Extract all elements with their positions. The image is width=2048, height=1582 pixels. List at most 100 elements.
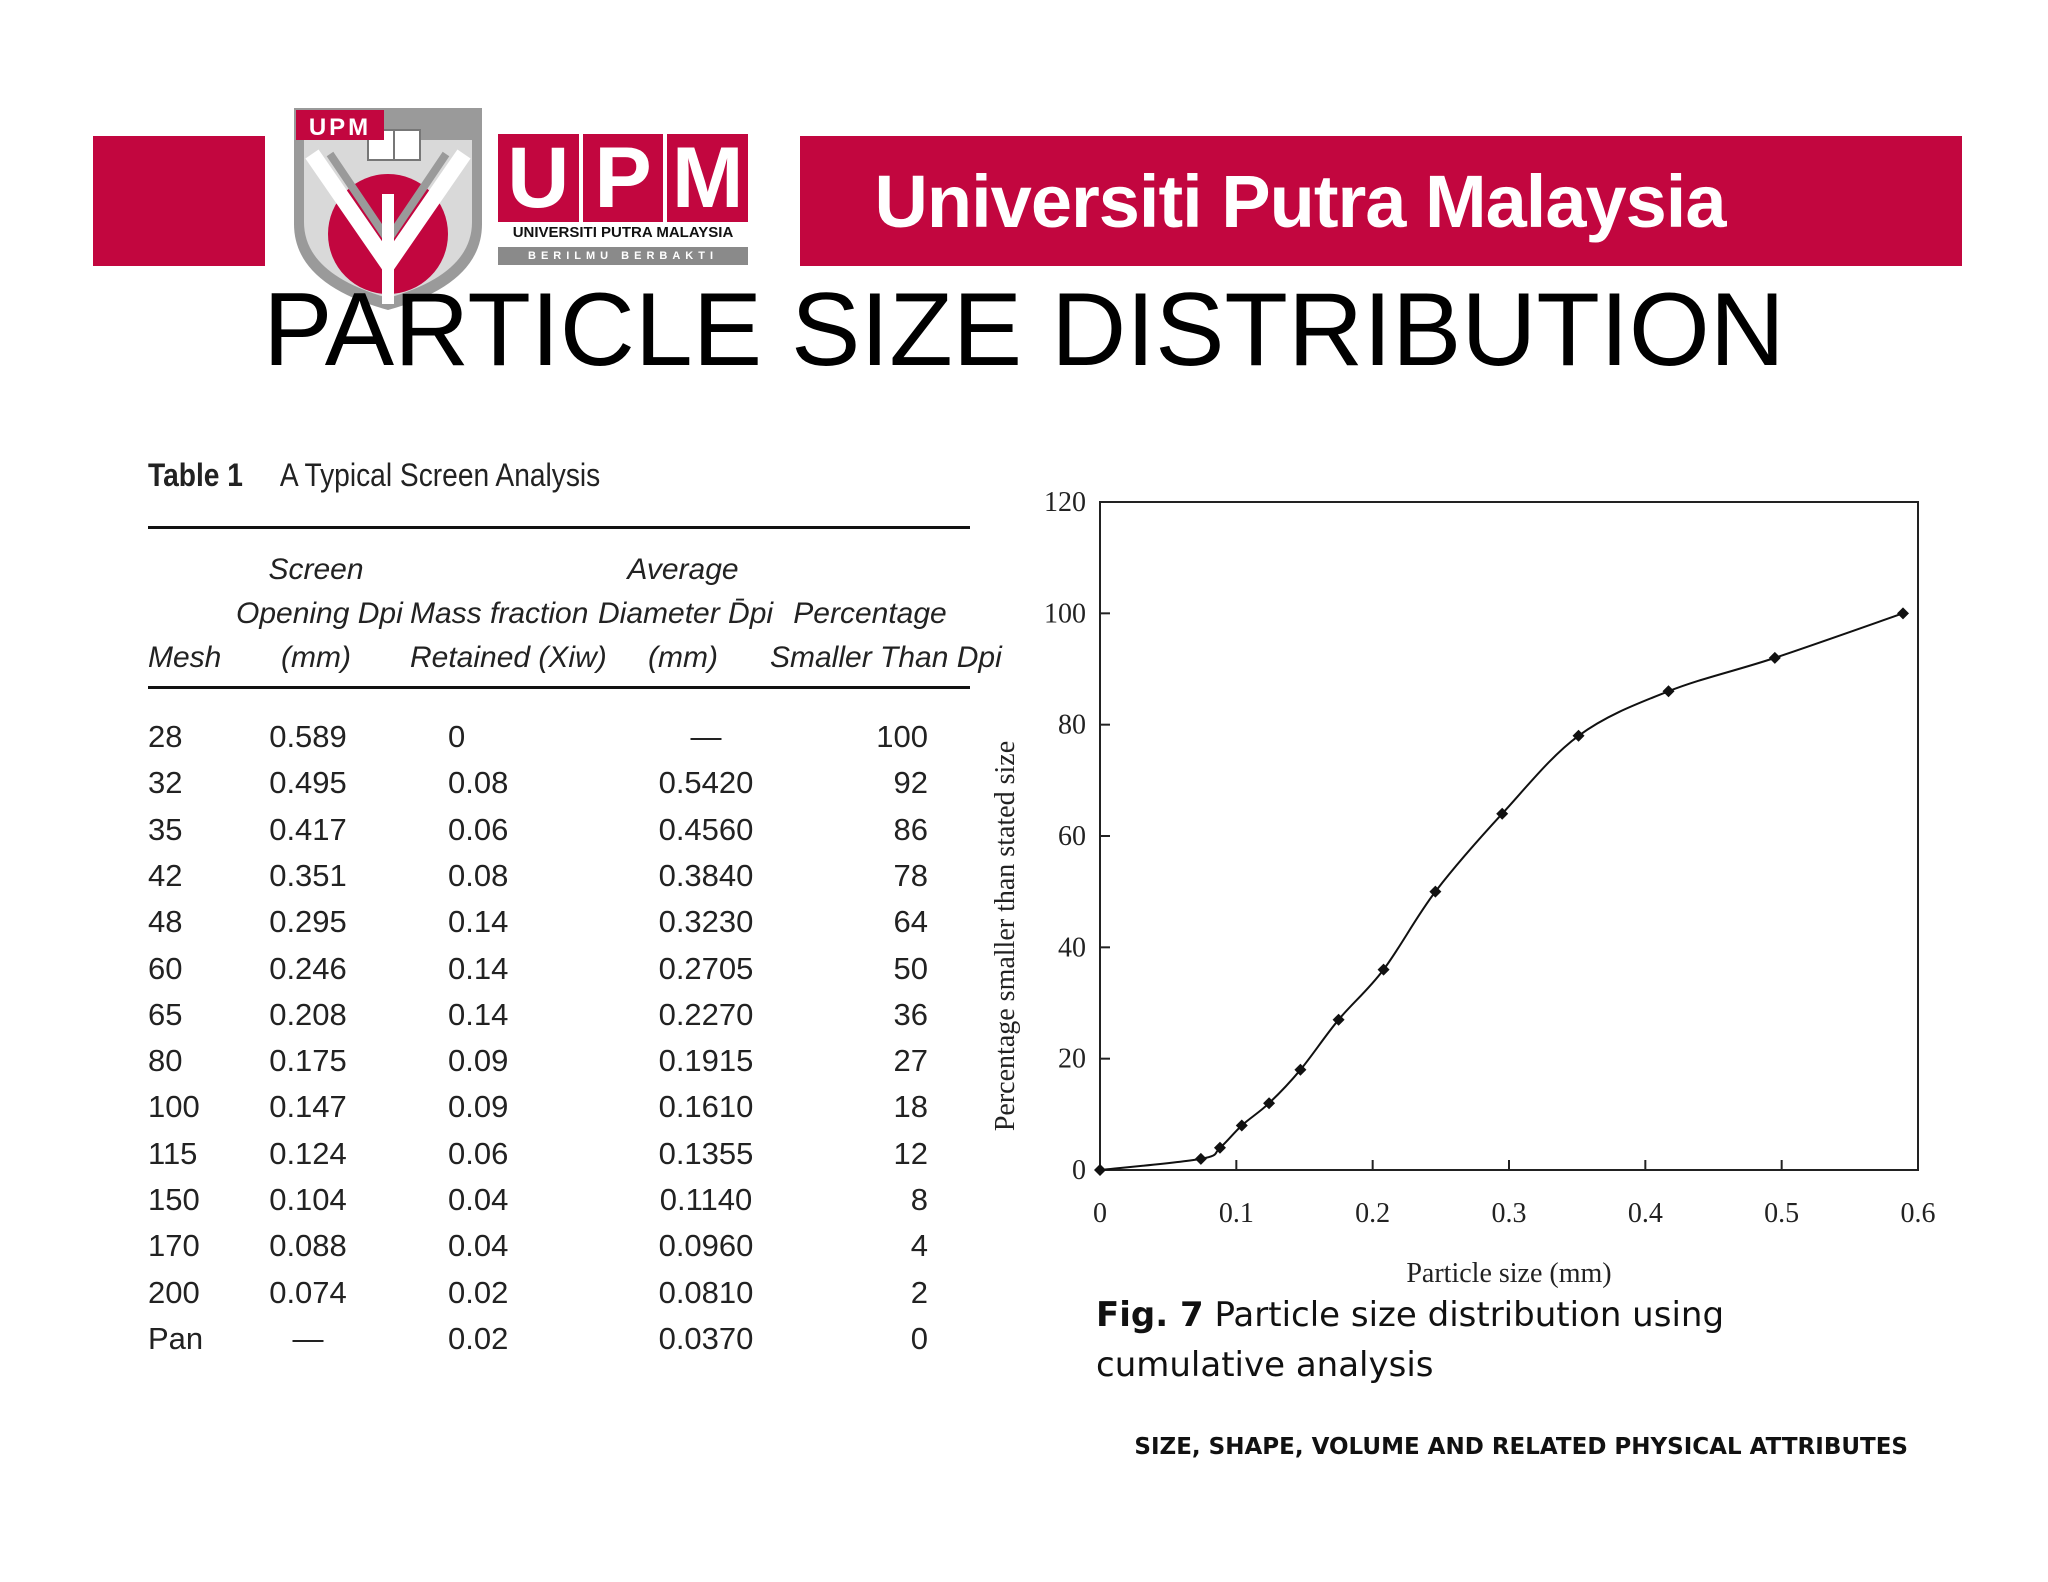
- cell-mesh: Pan: [148, 1320, 204, 1356]
- y-tick-label: 100: [1044, 598, 1086, 629]
- cell-mass: 0.02: [448, 1320, 509, 1356]
- cell-mass: 0.09: [448, 1043, 509, 1079]
- table-row: 60 0.246 0.14 0.2705 50: [148, 946, 970, 992]
- x-tick-label: 0: [1093, 1198, 1107, 1229]
- cell-opening: 0.074: [269, 1274, 347, 1310]
- cell-opening: 0.124: [269, 1135, 347, 1171]
- plot-frame: [1099, 501, 1919, 1171]
- table-row: 200 0.074 0.02 0.0810 2: [148, 1270, 970, 1316]
- cell-opening: 0.147: [269, 1089, 347, 1125]
- cell-avg: 0.3230: [658, 904, 754, 940]
- cell-pct: 64: [893, 904, 928, 940]
- data-point: [1768, 651, 1781, 664]
- y-axis-label: Percentage smaller than stated size: [990, 741, 1021, 1131]
- cell-mass: 0.06: [448, 1135, 509, 1171]
- x-tick-label: 0.6: [1901, 1198, 1936, 1229]
- data-point: [1235, 1119, 1248, 1132]
- y-tick-label: 80: [1058, 710, 1086, 741]
- header-average-line-2: Diameter D̄pi: [598, 597, 774, 630]
- page-title: PARTICLE SIZE DISTRIBUTION: [263, 272, 1785, 388]
- cell-pct: 18: [893, 1089, 928, 1125]
- figure-caption-text: Particle size distribution using cumulat…: [1096, 1295, 1725, 1385]
- table-row: 150 0.104 0.04 0.1140 8: [148, 1177, 970, 1223]
- university-name-banner: Universiti Putra Malaysia: [874, 159, 1726, 243]
- x-tick-label: 0.3: [1492, 1198, 1527, 1229]
- cell-mass: 0.08: [448, 765, 509, 801]
- table-header-rule: [148, 686, 970, 689]
- cell-mesh: 42: [148, 857, 183, 893]
- figure-label: Fig. 7: [1096, 1295, 1204, 1335]
- cell-avg: 0.0960: [658, 1228, 754, 1264]
- cell-mass: 0.04: [448, 1182, 509, 1217]
- y-tick-label: 0: [1072, 1155, 1086, 1186]
- cell-mass: 0: [448, 719, 466, 754]
- cell-mesh: 35: [148, 811, 183, 847]
- cell-pct: 2: [910, 1274, 928, 1310]
- wordmark-letter-p: P: [582, 134, 664, 222]
- data-point: [1213, 1141, 1226, 1154]
- cell-mass: 0.04: [448, 1228, 509, 1264]
- table-row: 115 0.124 0.06 0.1355 12: [148, 1131, 970, 1177]
- header-opening-line-2: Opening Dpi: [236, 597, 403, 630]
- wordmark-motto: BERILMU BERBAKTI: [498, 247, 748, 265]
- cell-mesh: 28: [148, 719, 183, 754]
- data-point: [1332, 1013, 1345, 1026]
- header-mesh-line: Mesh: [148, 641, 222, 674]
- header-average-line-3: (mm): [648, 641, 718, 674]
- header-mass-fraction: Mass fraction Retained (Xiw): [410, 540, 607, 680]
- data-point: [1094, 1164, 1106, 1176]
- header-screen-opening: Screen Opening Dpi (mm): [236, 540, 403, 680]
- cell-opening: 0.104: [269, 1182, 347, 1217]
- cell-avg: —: [690, 719, 722, 754]
- header-average-diameter: Average Diameter D̄pi (mm): [598, 540, 774, 680]
- cell-mesh: 48: [148, 904, 183, 940]
- cell-pct: 86: [893, 811, 928, 847]
- cell-opening: 0.088: [269, 1228, 347, 1264]
- table-row: Pan — 0.02 0.0370 0: [148, 1316, 970, 1362]
- cell-opening: 0.495: [269, 765, 347, 801]
- upm-crest-logo: UPM: [294, 108, 482, 310]
- cell-mass: 0.14: [448, 996, 509, 1032]
- cell-mass: 0.08: [448, 857, 509, 893]
- header-percent-line-2: Smaller Than Dpi: [770, 641, 1002, 674]
- cell-pct: 4: [910, 1228, 928, 1264]
- cell-avg: 0.2270: [658, 996, 754, 1032]
- y-tick-label: 60: [1058, 821, 1086, 852]
- header-mass-line-2: Retained (Xiw): [410, 641, 607, 674]
- cell-pct: 78: [893, 857, 928, 893]
- cell-mass: 0.02: [448, 1274, 509, 1310]
- cell-mesh: 65: [148, 996, 183, 1032]
- cell-pct: 36: [893, 996, 928, 1032]
- cell-avg: 0.2705: [658, 950, 754, 986]
- cell-opening: 0.208: [269, 996, 347, 1032]
- y-tick-label: 120: [1044, 487, 1086, 518]
- x-tick-label: 0.5: [1764, 1198, 1799, 1229]
- chart-points: [1094, 607, 1910, 1176]
- table-row: 100 0.147 0.09 0.1610 18: [148, 1084, 970, 1130]
- cell-mass: 0.06: [448, 811, 509, 847]
- cell-avg: 0.1140: [659, 1182, 753, 1217]
- data-point: [1377, 963, 1390, 976]
- header-mesh: Mesh: [148, 540, 228, 680]
- data-point: [1897, 607, 1910, 620]
- footer-topic: SIZE, SHAPE, VOLUME AND RELATED PHYSICAL…: [1134, 1434, 1908, 1460]
- cell-pct: 27: [893, 1043, 928, 1079]
- wordmark-subtitle: UNIVERSITI PUTRA MALAYSIA: [512, 224, 734, 241]
- cell-opening: 0.175: [269, 1043, 347, 1079]
- cell-avg: 0.0370: [658, 1320, 754, 1356]
- cell-opening: 0.417: [269, 811, 347, 847]
- cell-mesh: 170: [148, 1228, 200, 1264]
- cell-pct: 0: [910, 1320, 928, 1356]
- data-point: [1572, 729, 1585, 742]
- chart-series: [1099, 612, 1904, 1171]
- table-top-rule: [148, 526, 970, 529]
- table-title: A Typical Screen Analysis: [279, 457, 601, 493]
- header-mass-line-1: Mass fraction: [410, 597, 589, 630]
- cell-avg: 0.3840: [658, 857, 754, 893]
- data-point: [1294, 1063, 1307, 1076]
- table-row: 48 0.295 0.14 0.3230 64: [148, 899, 970, 945]
- table-number: Table 1: [148, 457, 243, 493]
- cell-mesh: 32: [148, 765, 183, 801]
- cell-mass: 0.09: [448, 1089, 509, 1125]
- header-opening-line-3: (mm): [281, 641, 351, 674]
